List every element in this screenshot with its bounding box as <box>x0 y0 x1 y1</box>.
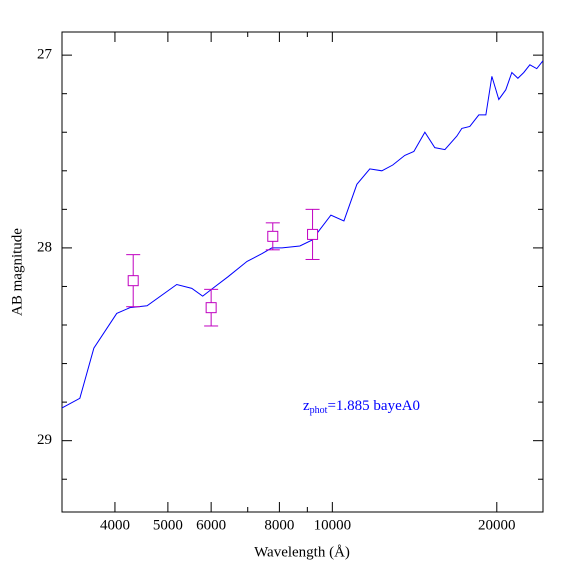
x-tick-label: 10000 <box>314 517 352 533</box>
data-point <box>205 302 217 314</box>
plot-frame <box>61 31 544 513</box>
annotation: zphot=1.885 bayeA0 <box>303 398 420 416</box>
y-tick-label: 29 <box>37 432 52 448</box>
x-tick-label: 6000 <box>196 517 226 533</box>
data-point <box>267 230 279 242</box>
data-point <box>127 275 139 287</box>
y-axis-label: AB magnitude <box>9 228 25 316</box>
y-tick-label: 27 <box>37 47 53 63</box>
model-line <box>61 60 544 409</box>
annotation-sub: phot <box>310 405 328 416</box>
x-tick-label: 20000 <box>478 517 516 533</box>
y-tick-label: 28 <box>37 239 52 255</box>
annotation-rest: =1.885 bayeA0 <box>327 398 420 414</box>
x-axis-label: Wavelength (Å) <box>254 544 350 560</box>
x-tick-label: 8000 <box>264 517 294 533</box>
x-tick-label: 4000 <box>100 517 130 533</box>
x-tick-label: 5000 <box>153 517 183 533</box>
annotation-text: z <box>303 398 310 414</box>
data-point <box>307 228 319 240</box>
